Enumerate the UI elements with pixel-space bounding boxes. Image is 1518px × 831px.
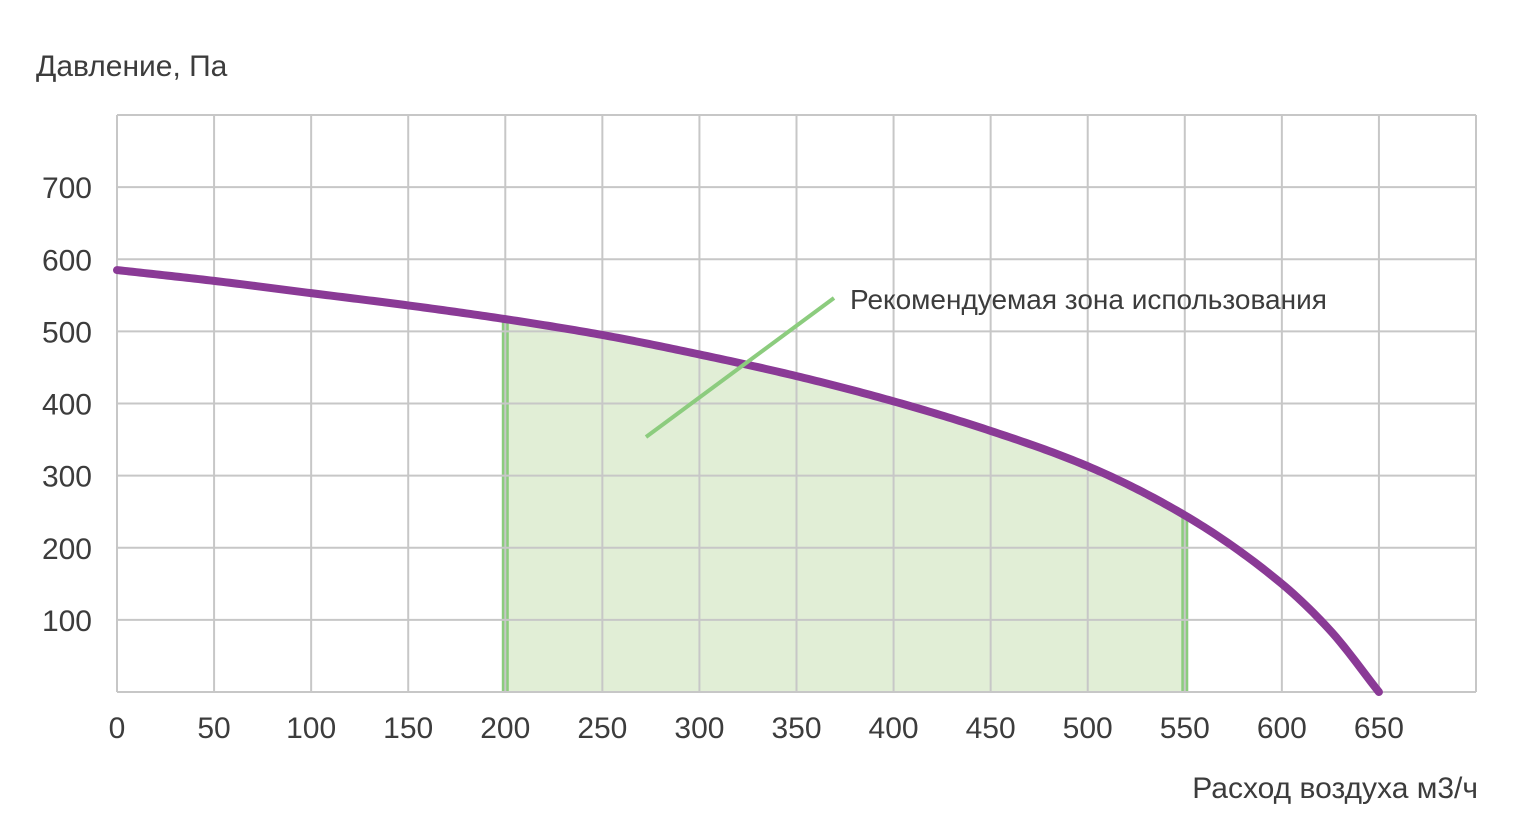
- x-tick-label: 0: [109, 712, 126, 745]
- x-tick-label: 500: [1063, 712, 1113, 745]
- pressure-curve: [113, 266, 1383, 696]
- x-tick-label: 550: [1160, 712, 1210, 745]
- y-tick-label: 500: [42, 316, 92, 349]
- x-tick-label: 450: [966, 712, 1016, 745]
- y-tick-label: 700: [42, 172, 92, 205]
- x-tick-label: 300: [674, 712, 724, 745]
- y-axis-title: Давление, Па: [36, 50, 228, 83]
- y-tick-label: 300: [42, 461, 92, 494]
- x-tick-label: 150: [383, 712, 433, 745]
- x-tick-label: 400: [869, 712, 919, 745]
- recommended-zone-label: Рекомендуемая зона использования: [850, 284, 1327, 315]
- recommended-zone-area: [505, 319, 1185, 692]
- y-tick-label: 200: [42, 533, 92, 566]
- x-tick-label: 50: [197, 712, 230, 745]
- x-tick-label: 350: [771, 712, 821, 745]
- x-tick-label: 200: [480, 712, 530, 745]
- tick-label-layer: 0 50 100 150 200 250 300 350 400 450 500 550 600 650 1…: [42, 172, 1404, 745]
- x-tick-label: 600: [1257, 712, 1307, 745]
- annotation-leader-line: [644, 296, 836, 439]
- x-axis-title: Расход воздуха м3/ч: [1192, 772, 1478, 805]
- grid-layer: [116, 114, 1477, 693]
- x-tick-label: 650: [1354, 712, 1404, 745]
- x-tick-label: 100: [286, 712, 336, 745]
- x-tick-label: 250: [577, 712, 627, 745]
- curve-layer: [113, 266, 1383, 696]
- y-tick-label: 100: [42, 605, 92, 638]
- recommended-zone-layer: [501, 319, 1189, 692]
- y-tick-label: 400: [42, 389, 92, 422]
- y-tick-label: 600: [42, 244, 92, 277]
